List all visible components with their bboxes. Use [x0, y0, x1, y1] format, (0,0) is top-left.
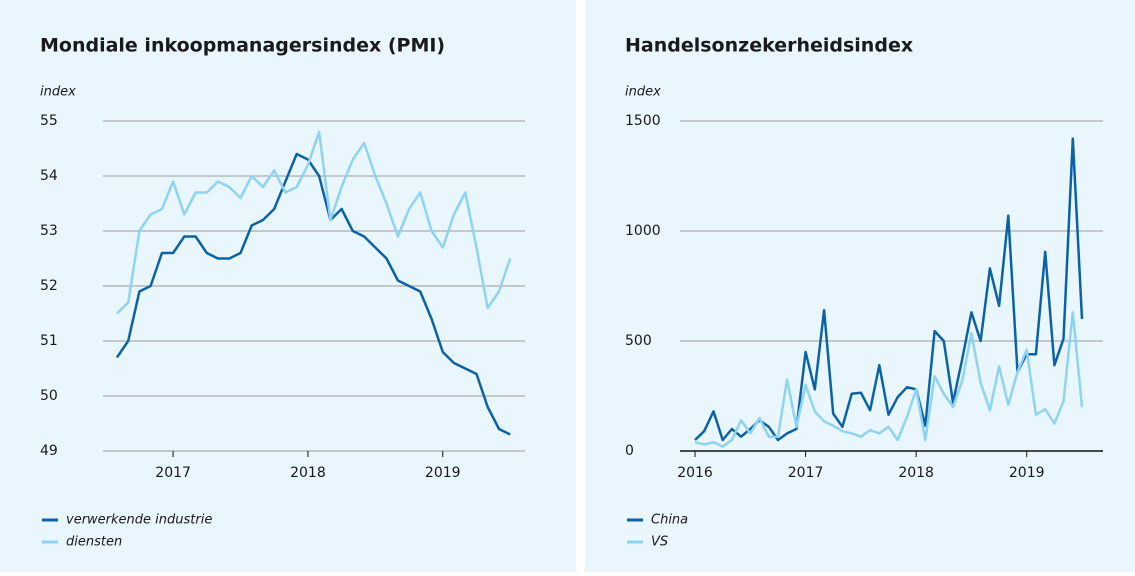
y-tick-label: 53 — [40, 223, 58, 239]
chart-title: Mondiale inkoopmanagersindex (PMI) — [40, 35, 445, 57]
y-tick-label: 55 — [40, 113, 58, 129]
chart-title: Handelsonzekerheidsindex — [625, 35, 913, 57]
y-tick-label: 54 — [40, 168, 58, 184]
legend-label: diensten — [66, 535, 122, 550]
y-tick-label: 1000 — [625, 223, 661, 239]
x-tick-label: 2018 — [898, 465, 934, 481]
x-tick-label: 2016 — [677, 465, 713, 481]
y-tick-label: 49 — [40, 443, 58, 459]
y-tick-label: 500 — [625, 333, 652, 349]
y-tick-label: 0 — [625, 443, 634, 459]
x-tick-label: 2018 — [290, 465, 326, 481]
series-line — [694, 311, 1084, 448]
panel — [585, 0, 1135, 572]
legend-label: China — [651, 513, 688, 528]
x-tick-label: 2019 — [425, 465, 461, 481]
y-tick-label: 52 — [40, 278, 58, 294]
series-line — [116, 130, 512, 315]
y-tick-label: 50 — [40, 388, 58, 404]
x-tick-label: 2017 — [788, 465, 824, 481]
x-tick-label: 2019 — [1009, 465, 1045, 481]
legend-label: verwerkende industrie — [66, 513, 212, 528]
x-tick-label: 2017 — [155, 465, 191, 481]
y-axis-label: index — [40, 85, 76, 100]
y-axis-label: index — [625, 85, 661, 100]
legend-label: VS — [651, 535, 668, 550]
y-tick-label: 51 — [40, 333, 58, 349]
series-line — [115, 152, 511, 436]
y-tick-label: 1500 — [625, 113, 661, 129]
